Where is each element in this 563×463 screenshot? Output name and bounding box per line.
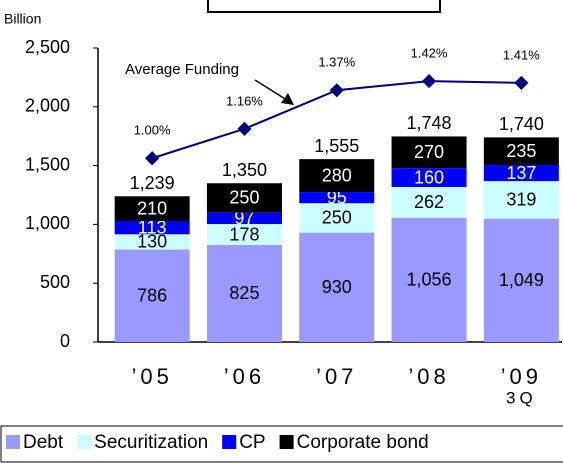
data-label: 1,049: [499, 270, 544, 290]
data-label: 97: [234, 208, 254, 228]
legend-swatch: [77, 435, 92, 449]
x-tick-label: ’06: [224, 364, 265, 389]
annotation-arrowhead: [281, 93, 294, 105]
data-label: 250: [229, 188, 259, 208]
line-marker: [145, 151, 160, 166]
annotation-arrow: [254, 79, 291, 103]
bar-segment: [114, 196, 190, 221]
bar-segment: [206, 183, 282, 213]
line-label: 1.16%: [226, 93, 263, 108]
y-tick-label: 0: [60, 331, 70, 351]
bar-segment: [391, 168, 467, 188]
line-marker: [421, 74, 437, 89]
data-label: 280: [322, 165, 352, 185]
line-marker: [329, 83, 344, 98]
total-label: 1,555: [314, 136, 359, 156]
data-label: 130: [137, 232, 167, 252]
y-tick-label: 500: [40, 272, 70, 292]
bar-segment: [483, 165, 559, 182]
x-tick-label: ’07: [316, 364, 357, 389]
bar-segment: [299, 203, 375, 233]
line-label: 1.00%: [134, 123, 171, 138]
bar-segment: [391, 217, 467, 342]
data-label: 178: [229, 224, 259, 244]
legend-swatch: [6, 435, 20, 449]
data-label: 1,056: [407, 270, 452, 290]
title-box: [207, 0, 441, 13]
data-label: 113: [138, 217, 167, 237]
data-label: 235: [506, 141, 536, 161]
bar-segment: [206, 212, 282, 225]
line-marker: [514, 75, 529, 90]
data-label: 270: [414, 142, 444, 162]
legend-box: [0, 425, 563, 463]
y-tick-label: 1,000: [25, 213, 70, 233]
x-tick-label: ’08: [408, 364, 449, 389]
x-tick-label: ’09 3Q: [501, 364, 542, 408]
bar-segment: [391, 187, 467, 218]
data-label: 137: [506, 163, 536, 183]
y-tick-label: 2,500: [25, 37, 70, 57]
data-label: 786: [137, 286, 167, 306]
bar-segment: [299, 232, 375, 342]
data-label: 262: [414, 192, 444, 212]
legend-swatch: [279, 435, 294, 449]
total-label: 1,748: [407, 113, 452, 133]
y-tick-label: 1,500: [25, 154, 70, 174]
bar-segment: [391, 136, 467, 169]
bar-segment: [483, 181, 559, 219]
line-marker: [237, 121, 252, 136]
total-label: 1,239: [130, 173, 175, 193]
legend-label: Securitization: [94, 432, 208, 453]
data-label: 160: [414, 167, 444, 187]
data-label: 95: [327, 187, 347, 207]
bar-segment: [114, 249, 190, 342]
total-label: 1,740: [499, 114, 544, 134]
legend-swatch: [222, 435, 237, 449]
legend-label: CP: [239, 432, 265, 453]
bar-segment: [206, 224, 282, 245]
bar-segment: [206, 244, 282, 342]
data-label: 930: [322, 277, 352, 297]
legend-label: Corporate bond: [297, 432, 429, 453]
total-label: 1,350: [222, 160, 267, 180]
data-label: 210: [137, 198, 167, 218]
annotation: Average Funding: [125, 61, 239, 78]
bar-segment: [483, 218, 559, 342]
data-label: 825: [229, 283, 259, 303]
legend-label: Debt: [23, 432, 64, 453]
data-label: 319: [506, 190, 536, 210]
unit-label: Billion: [4, 11, 41, 27]
bar-segment: [299, 159, 375, 193]
bar-segment: [114, 220, 190, 235]
bar-segment: [114, 234, 190, 250]
line-label: 1.37%: [318, 55, 355, 70]
bar-segment: [483, 137, 559, 166]
data-label: 250: [322, 208, 352, 228]
bar-segment: [299, 192, 375, 204]
y-tick-label: 2,000: [25, 96, 70, 116]
line-label: 1.42%: [411, 46, 448, 61]
x-tick-label: ’05: [131, 364, 172, 389]
line-label: 1.41%: [503, 47, 540, 62]
